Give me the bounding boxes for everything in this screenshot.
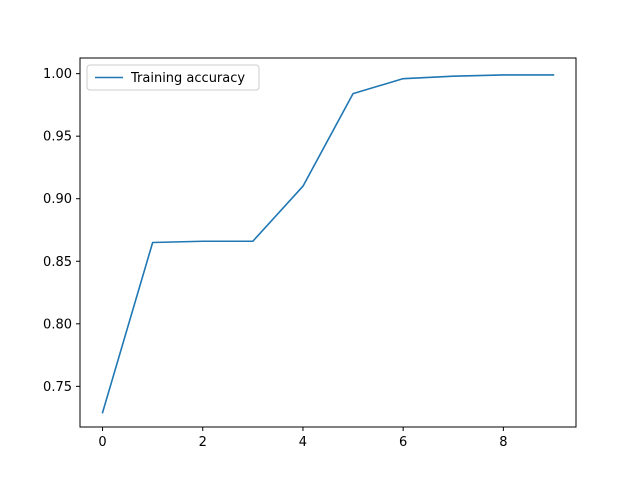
- x-axis: 0 2 4 6 8: [98, 427, 507, 450]
- x-tick-label: 4: [299, 435, 307, 450]
- axes-frame: [79, 57, 577, 428]
- legend-box: [86, 64, 260, 91]
- x-tick-label: 6: [399, 435, 407, 450]
- y-tick-label: 0.85: [43, 255, 72, 270]
- y-axis: 0.75 0.80 0.85 0.90 0.95 1.00: [43, 67, 80, 395]
- legend: Training accuracy: [86, 64, 260, 91]
- x-tick-label: 2: [199, 435, 207, 450]
- y-tick-label: 0.80: [43, 317, 72, 332]
- y-tick-label: 1.00: [43, 67, 72, 82]
- legend-label: Training accuracy: [130, 71, 245, 86]
- y-tick-label: 0.75: [43, 380, 72, 395]
- series-line-training-accuracy: [101, 74, 555, 414]
- series-layer: [101, 74, 555, 414]
- y-tick-label: 0.90: [43, 192, 72, 207]
- x-tick-label: 8: [499, 435, 507, 450]
- x-tick-label: 0: [98, 435, 106, 450]
- y-tick-label: 0.95: [43, 130, 72, 145]
